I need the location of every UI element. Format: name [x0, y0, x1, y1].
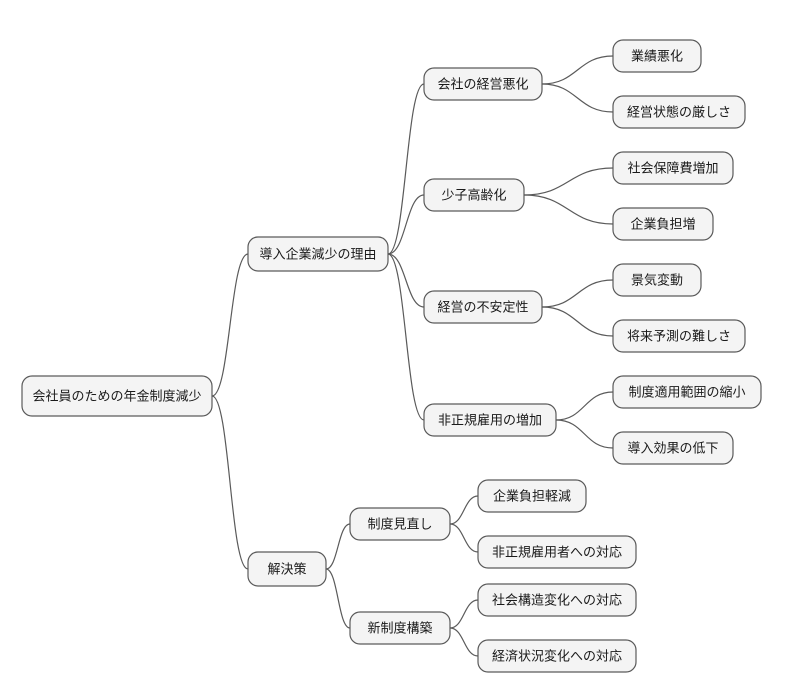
node-label: 解決策: [267, 561, 306, 576]
tree-node: 非正規雇用の増加: [424, 404, 556, 436]
tree-node: 企業負担軽減: [478, 480, 586, 512]
tree-node: 企業負担増: [613, 208, 713, 240]
edge: [556, 420, 613, 448]
node-label: 少子高齢化: [441, 187, 506, 202]
edge: [450, 628, 478, 656]
edge: [450, 496, 478, 524]
tree-node: 会社員のための年金制度減少: [22, 376, 212, 416]
edge: [450, 600, 478, 628]
mindmap-diagram: 会社員のための年金制度減少 導入企業減少の理由解決策 会社の経営悪化少子高齢化経営の…: [0, 0, 796, 696]
tree-node: 景気変動: [613, 264, 701, 296]
node-label: 非正規雇用者への対応: [492, 544, 622, 559]
tree-node: 新制度構築: [350, 612, 450, 644]
node-label: 将来予測の難しさ: [627, 328, 731, 343]
edge: [450, 524, 478, 552]
edge: [542, 280, 613, 307]
edge: [542, 56, 613, 84]
node-label: 会社員のための年金制度減少: [32, 388, 201, 403]
edge: [326, 569, 350, 628]
edge: [542, 84, 613, 112]
node-label: 導入企業減少の理由: [259, 246, 376, 261]
node-label: 企業負担増: [630, 216, 695, 231]
tree-node: 社会構造変化への対応: [478, 584, 636, 616]
node-label: 新制度構築: [367, 620, 432, 635]
edge: [326, 524, 350, 569]
tree-node: 業績悪化: [613, 40, 701, 72]
tree-node: 経済状況変化への対応: [478, 640, 636, 672]
node-label: 会社の経営悪化: [437, 76, 528, 91]
tree-node: 会社の経営悪化: [424, 68, 542, 100]
edge: [388, 195, 424, 254]
edge: [212, 254, 248, 396]
node-label: 経営状態の厳しさ: [627, 104, 731, 119]
tree-node: 経営の不安定性: [424, 291, 542, 323]
tree-node: 非正規雇用者への対応: [478, 536, 636, 568]
node-label: 導入効果の低下: [627, 440, 718, 455]
node-label: 経営の不安定性: [437, 299, 528, 314]
nodes-group: 会社員のための年金制度減少 導入企業減少の理由解決策 会社の経営悪化少子高齢化経営の…: [22, 40, 761, 672]
node-label: 企業負担軽減: [493, 488, 571, 503]
node-label: 制度見直し: [367, 516, 432, 531]
tree-node: 経営状態の厳しさ: [613, 96, 745, 128]
edge: [388, 84, 424, 254]
edge: [556, 392, 613, 420]
edge: [524, 168, 613, 195]
tree-node: 制度見直し: [350, 508, 450, 540]
tree-node: 導入企業減少の理由: [248, 237, 388, 271]
tree-node: 解決策: [248, 552, 326, 586]
edge: [388, 254, 424, 307]
node-label: 経済状況変化への対応: [492, 648, 622, 663]
node-label: 社会構造変化への対応: [492, 592, 622, 607]
tree-node: 社会保障費増加: [613, 152, 733, 184]
node-label: 非正規雇用の増加: [438, 412, 542, 427]
node-label: 社会保障費増加: [627, 160, 718, 175]
tree-node: 導入効果の低下: [613, 432, 733, 464]
edge: [212, 396, 248, 569]
edge: [542, 307, 613, 336]
node-label: 制度適用範囲の縮小: [628, 384, 745, 399]
tree-node: 将来予測の難しさ: [613, 320, 745, 352]
edge: [524, 195, 613, 224]
node-label: 業績悪化: [631, 48, 683, 63]
tree-node: 少子高齢化: [424, 179, 524, 211]
tree-node: 制度適用範囲の縮小: [613, 376, 761, 408]
node-label: 景気変動: [631, 272, 683, 287]
